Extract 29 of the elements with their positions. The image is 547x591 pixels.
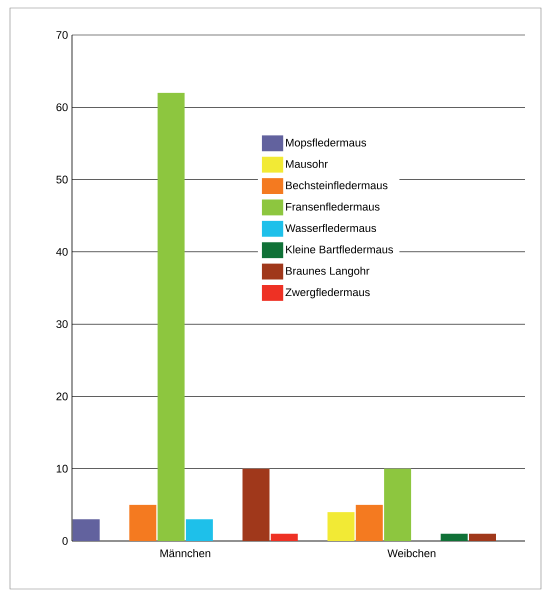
- legend-label: Wasserfledermaus: [285, 224, 376, 232]
- y-tick-label: 70: [56, 31, 68, 39]
- bar: [356, 504, 383, 541]
- bar: [384, 468, 412, 541]
- bar: [186, 519, 213, 541]
- bar: [328, 512, 354, 541]
- bar: [158, 92, 185, 541]
- y-tick-label: 20: [56, 392, 68, 400]
- bar: [440, 534, 468, 541]
- y-tick-label: 50: [56, 176, 68, 184]
- y-tick-label: 40: [56, 248, 68, 256]
- legend-label: Mopsfledermaus: [286, 138, 366, 149]
- legend-label: Braunes Langohr: [286, 266, 370, 277]
- legend-label: Kleine Bartfledermaus: [286, 245, 393, 254]
- y-tick-label: 60: [56, 103, 68, 112]
- y-tick-label: 30: [56, 320, 68, 328]
- y-tick-label: 0: [62, 537, 68, 545]
- bar: [242, 468, 270, 541]
- legend-label: Fransenfledermaus: [286, 202, 380, 211]
- y-tick-label: 10: [56, 464, 68, 473]
- bar: [72, 519, 100, 541]
- bar: [129, 504, 156, 541]
- bar: [469, 534, 496, 541]
- x-tick-label: Männchen: [160, 549, 210, 558]
- legend-label: Bechsteinfledermaus: [286, 181, 388, 190]
- bar: [270, 534, 298, 541]
- x-tick-label: Weibchen: [387, 549, 436, 558]
- legend-label: Zwergfledermaus: [286, 288, 370, 298]
- legend-label: Mausohr: [286, 160, 328, 168]
